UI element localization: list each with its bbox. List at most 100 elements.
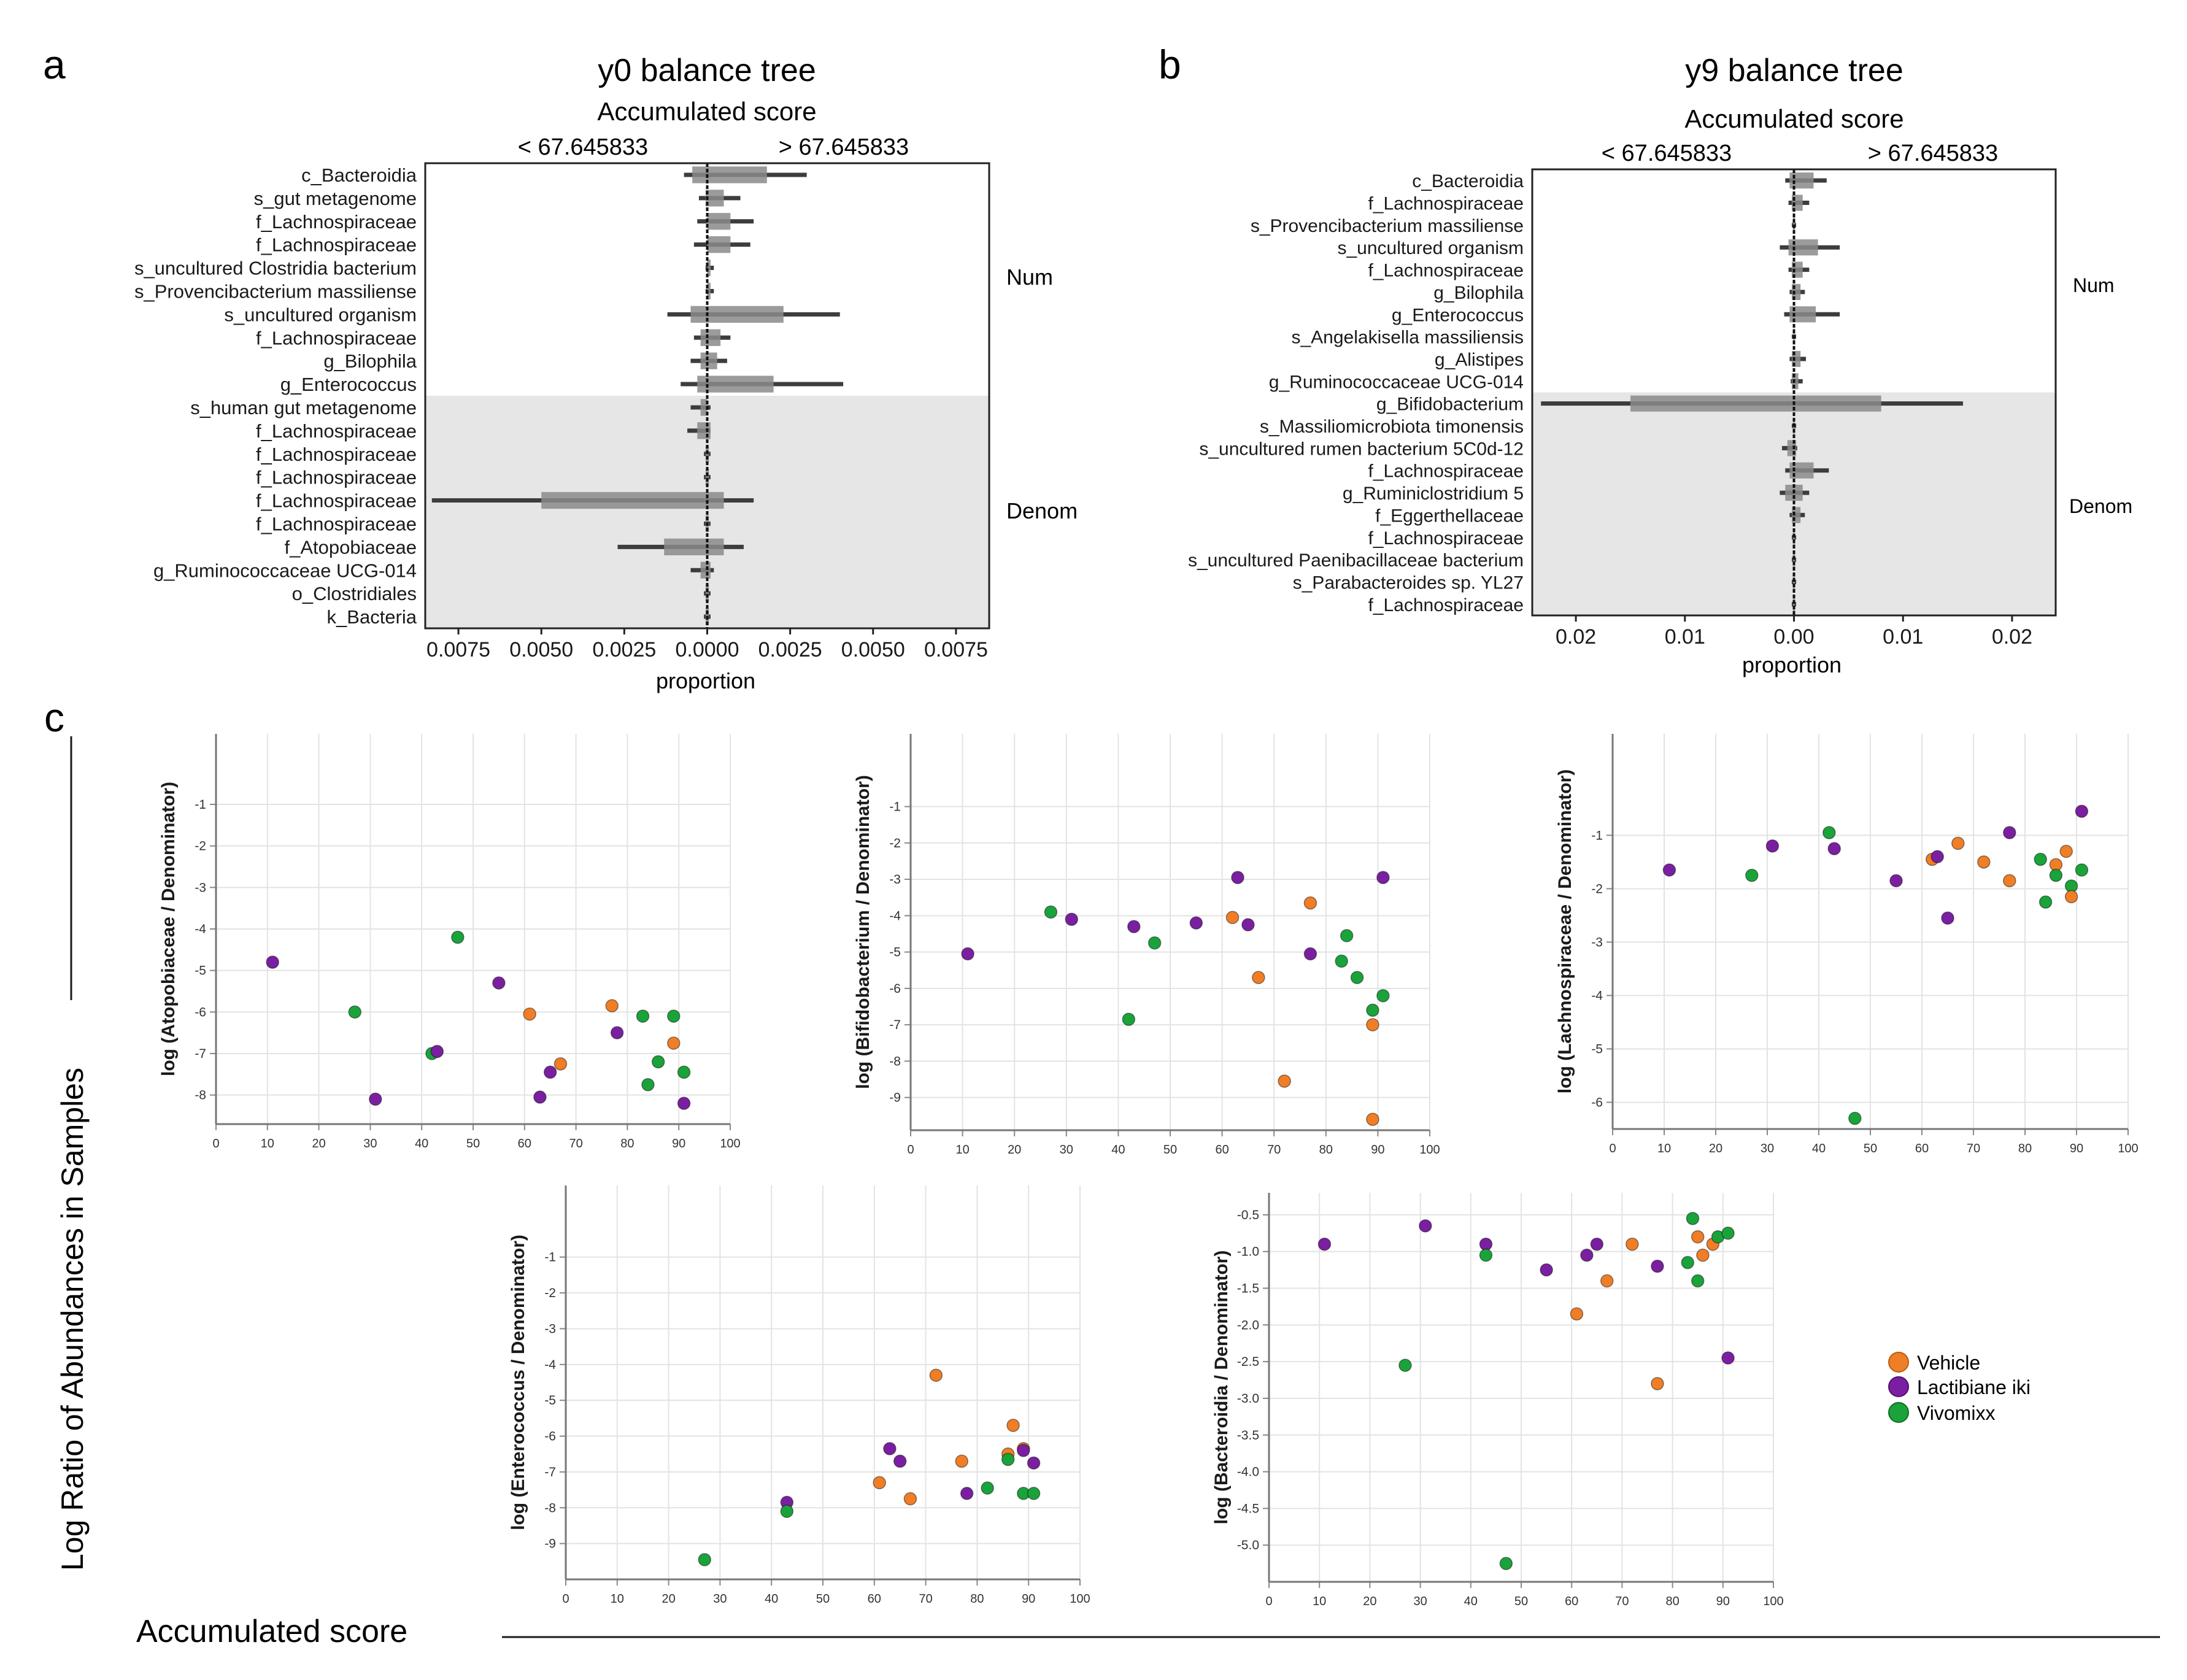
scatter-bacteroidia: 0 10 20 30 40 50 60 70 80 90 100 -5.0 -4.5 -4.0 -3.5 -3… — [1211, 1193, 1784, 1608]
x-tick-label: 90 — [1022, 1592, 1035, 1606]
panel-a-right-threshold: > 67.645833 — [779, 134, 909, 160]
panel-b-xlabel: proportion — [1742, 652, 1842, 677]
x-tick-label: 60 — [1565, 1595, 1578, 1608]
data-point-vivomixx — [2034, 852, 2047, 866]
taxon-label: c_Bacteroidia — [301, 164, 417, 186]
x-tick-label: 20 — [312, 1137, 325, 1150]
taxon-label: s_gut metagenome — [254, 188, 417, 209]
panel-b-num-label: Num — [2073, 274, 2115, 296]
panel-label-a: a — [43, 42, 66, 87]
data-point-lactibiane — [1127, 920, 1141, 933]
data-point-vehicle — [667, 1036, 681, 1050]
x-tick-label: 10 — [955, 1143, 969, 1157]
x-tick-label: 0 — [1609, 1142, 1616, 1155]
proportion-bar — [705, 190, 724, 207]
x-tick-label: 0 — [1265, 1595, 1272, 1608]
y-tick-label: -8 — [195, 1089, 206, 1103]
data-point-vivomixx — [1350, 971, 1364, 984]
proportion-bar — [664, 538, 724, 555]
y-tick-label: -5.0 — [1237, 1538, 1259, 1552]
x-tick-label: 70 — [1967, 1142, 1980, 1155]
x-tick-label: 60 — [518, 1137, 531, 1150]
x-tick-label: 80 — [620, 1137, 634, 1150]
x-tick-label: 80 — [970, 1592, 984, 1606]
taxon-label: o_Clostridiales — [292, 583, 417, 604]
y-tick-label: -2.5 — [1237, 1355, 1259, 1369]
x-tick-label: 0.01 — [1883, 625, 1923, 649]
data-point-vivomixx — [1479, 1248, 1493, 1262]
taxon-label: g_Enterococcus — [1392, 305, 1524, 325]
data-point-lactibiane — [1889, 874, 1903, 888]
taxon-label: g_Bilophila — [323, 350, 417, 372]
y-tick-label: -3.5 — [1237, 1428, 1259, 1443]
panel-label-c: c — [44, 695, 64, 740]
x-tick-label: 0.02 — [1992, 625, 2032, 649]
data-point-vivomixx — [1340, 929, 1354, 942]
data-point-lactibiane — [1017, 1444, 1030, 1457]
x-tick-label: 70 — [1267, 1143, 1281, 1157]
x-tick-label: 50 — [1163, 1143, 1177, 1157]
x-tick-label: 0.0025 — [592, 638, 656, 661]
proportion-bar — [1630, 395, 1881, 412]
x-tick-label: 70 — [1615, 1595, 1629, 1608]
x-tick-label: 10 — [611, 1592, 624, 1606]
y-tick-label: -9 — [889, 1091, 901, 1105]
y-tick-label: -1.5 — [1237, 1282, 1259, 1296]
data-point-vehicle — [2064, 890, 2078, 904]
data-point-lactibiane — [430, 1044, 444, 1058]
data-point-vivomixx — [1745, 868, 1759, 882]
data-point-lactibiane — [1479, 1237, 1493, 1251]
data-point-lactibiane — [1317, 1237, 1332, 1251]
data-point-vivomixx — [636, 1009, 650, 1023]
y-tick-label: -5 — [544, 1393, 556, 1408]
x-tick-label: 0.0050 — [509, 638, 573, 661]
legend-lactibiane-marker — [1888, 1376, 1909, 1397]
y-axis-label: log (Atopobiaceae / Denominator) — [158, 782, 179, 1076]
data-point-lactibiane — [610, 1026, 624, 1039]
taxon-label: s_Parabacteroides sp. YL27 — [1293, 572, 1524, 593]
data-point-vehicle — [1651, 1377, 1664, 1390]
proportion-bar — [1792, 552, 1796, 568]
data-point-lactibiane — [1241, 918, 1255, 931]
y-tick-label: -9 — [544, 1537, 556, 1551]
y-axis-label: log (Bifidobacterium / Denominator) — [853, 775, 873, 1089]
x-tick-label: 40 — [1111, 1143, 1125, 1157]
x-tick-label: 0.0050 — [841, 638, 905, 661]
data-point-vivomixx — [667, 1009, 681, 1023]
x-tick-label: 50 — [1514, 1595, 1528, 1608]
data-point-vivomixx — [780, 1505, 794, 1518]
taxon-label: s_Provencibacterium massiliense — [1251, 216, 1524, 236]
y-axis-label: log (Enterococcus / Denominator) — [508, 1235, 528, 1530]
y-tick-label: -6 — [195, 1005, 206, 1019]
y-tick-label: -0.5 — [1237, 1208, 1259, 1222]
y-tick-label: -7 — [195, 1047, 206, 1061]
taxon-label: c_Bacteroidia — [1412, 171, 1524, 191]
scatter-bifidobacterium: 0 10 20 30 40 50 60 70 80 90 100 -9 -8 -7 -6 -5 -4 -3 -2 -1… — [853, 734, 1440, 1157]
data-point-lactibiane — [2075, 804, 2089, 818]
panel-b-denom-label: Denom — [2069, 495, 2132, 517]
data-point-lactibiane — [1189, 916, 1203, 930]
taxon-label: f_Lachnospiraceae — [1368, 194, 1524, 214]
data-point-lactibiane — [1540, 1263, 1553, 1277]
data-point-vehicle — [1977, 855, 1991, 869]
y-tick-label: -1 — [1591, 828, 1603, 842]
x-tick-label: 100 — [1070, 1592, 1090, 1606]
taxon-label: s_human gut metagenome — [190, 397, 417, 418]
y-tick-label: -2 — [1591, 882, 1603, 896]
y-tick-label: -5 — [195, 964, 206, 978]
data-point-vehicle — [1626, 1237, 1639, 1251]
taxon-label: f_Lachnospiraceae — [256, 420, 417, 442]
taxon-label: f_Lachnospiraceae — [256, 490, 417, 512]
y-tick-label: -3 — [544, 1322, 556, 1336]
y-axis-label: log (Bacteroidia / Denominator) — [1211, 1250, 1232, 1525]
data-point-vivomixx — [2049, 868, 2063, 882]
proportion-bar — [1792, 596, 1796, 612]
legend: Vehicle Lactibiane iki Vivomixx — [1888, 1352, 2031, 1424]
x-tick-label: 0.02 — [1556, 625, 1596, 649]
taxon-label: f_Lachnospiraceae — [1368, 261, 1524, 281]
y-tick-label: -3.0 — [1237, 1392, 1259, 1406]
x-tick-label: 0.0075 — [924, 638, 988, 661]
y-tick-label: -1 — [889, 800, 901, 814]
x-tick-label: 20 — [1363, 1595, 1376, 1608]
